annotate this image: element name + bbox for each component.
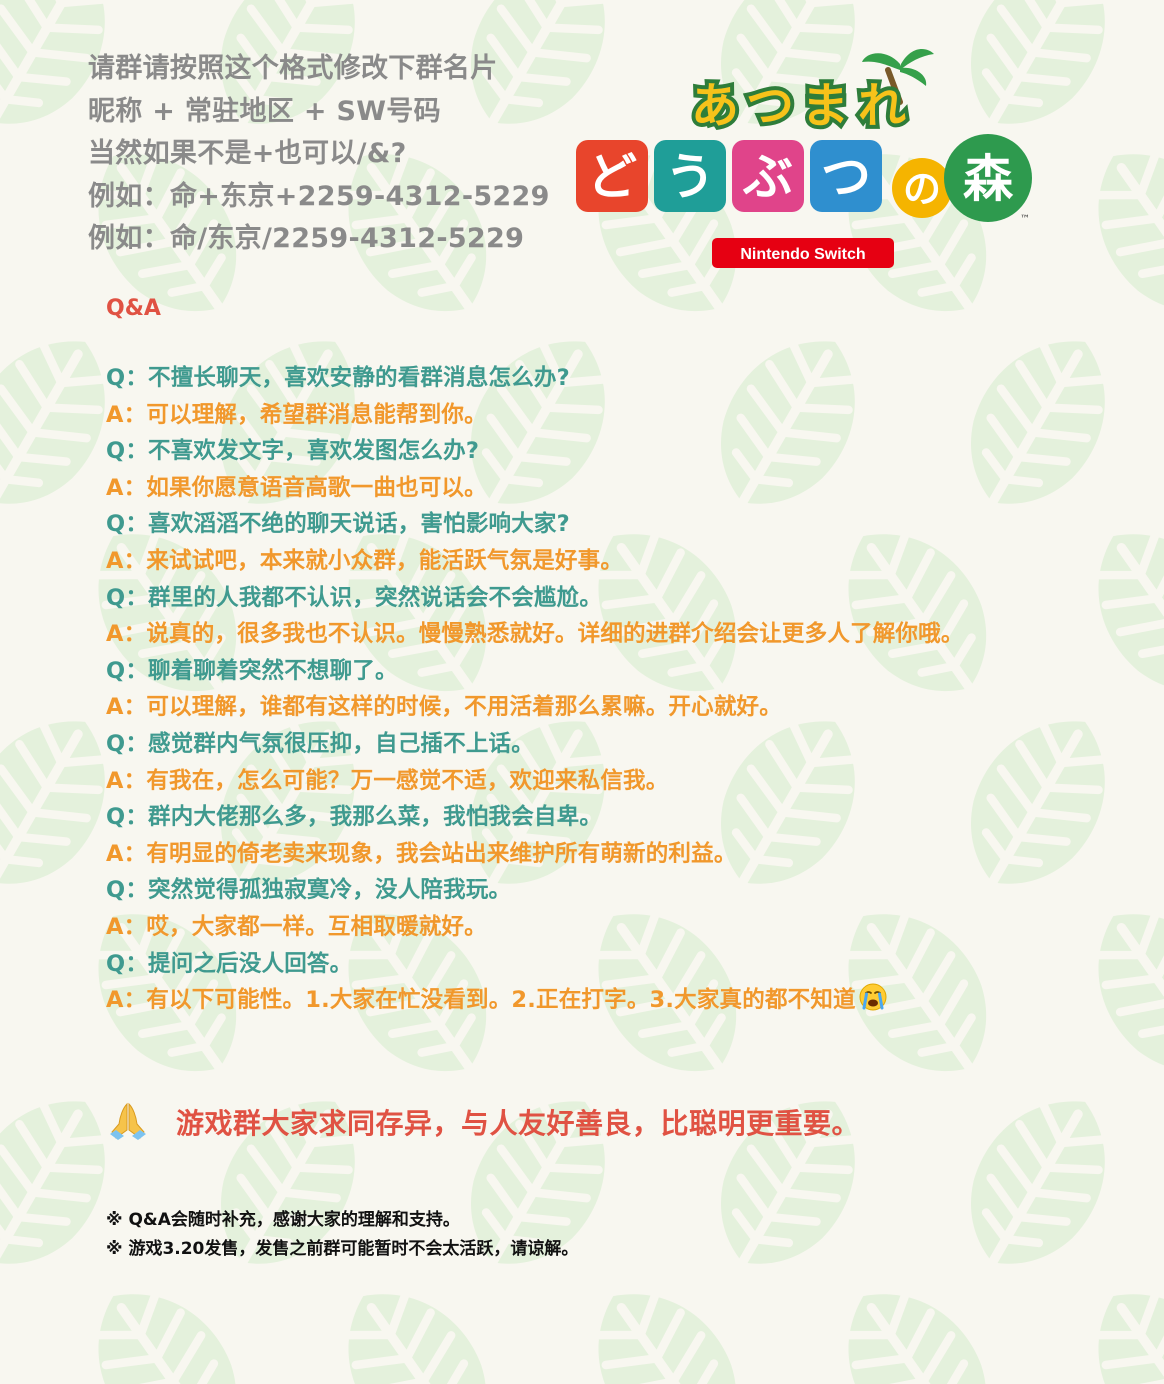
qa-answer: A：来试试吧，本来就小众群，能活跃气氛是好事。 [106, 543, 1146, 580]
logo-char-no: の [903, 167, 941, 211]
qa-prefix: A： [106, 987, 147, 1014]
logo-char-re: れ [858, 78, 906, 134]
qa-list: Q：不擅长聊天，喜欢安静的看群消息怎么办? A：可以理解，希望群消息能帮到你。 … [106, 360, 1146, 1019]
qa-prefix: Q： [106, 584, 149, 611]
qa-text: 突然觉得孤独寂寞冷，没人陪我玩。 [148, 877, 512, 904]
qa-question: Q：聊着聊着突然不想聊了。 [106, 653, 1146, 690]
qa-text: 如果你愿意语音高歌一曲也可以。 [146, 474, 487, 501]
trademark-symbol: ™ [1020, 214, 1030, 225]
logo-char-tsu2: つ [821, 148, 871, 206]
motto-text: 游戏群大家求同存异，与人友好善良，比聪明更重要。 [176, 1107, 861, 1140]
qa-prefix: Q： [106, 511, 149, 538]
logo-char-bu: ぶ [742, 148, 793, 206]
qa-text: 来试试吧，本来就小众群，能活跃气氛是好事。 [146, 547, 624, 574]
qa-prefix: A： [106, 913, 147, 940]
qa-text: 聊着聊着突然不想聊了。 [148, 657, 398, 684]
qa-text: 有明显的倚老卖来现象，我会站出来维护所有萌新的利益。 [146, 840, 737, 867]
qa-prefix: Q： [106, 950, 149, 977]
qa-answer: A：有我在，怎么可能？万一感觉不适，欢迎来私信我。 [106, 763, 1146, 800]
qa-text: 不擅长聊天，喜欢安静的看群消息怎么办? [148, 365, 570, 391]
crying-face-icon [859, 983, 887, 1011]
qa-text: 可以理解，希望群消息能帮到你。 [146, 401, 487, 428]
qa-text: 提问之后没人回答。 [148, 950, 353, 977]
instruction-line-2: 昵称 + 常驻地区 + SW号码 [88, 95, 441, 127]
logo-char-tsu: つ [746, 78, 794, 134]
qa-text: 有以下可能性。1.大家在忙没看到。2.正在打字。3.大家真的都不知道 [146, 987, 856, 1014]
logo-char-u: う [665, 148, 715, 206]
qa-prefix: Q： [106, 657, 149, 684]
qa-prefix: Q： [106, 438, 149, 465]
animal-crossing-logo: あ つ ま れ ど う ぶ つ の 森 ™ Nintendo S [570, 40, 1040, 276]
footnote-1: ※ Q&A会随时补充，感谢大家的理解和支持。 [106, 1210, 460, 1230]
qa-prefix: Q： [106, 804, 149, 831]
qa-prefix: A： [106, 547, 147, 574]
qa-question: Q：群内大佬那么多，我那么菜，我怕我会自卑。 [106, 799, 1146, 836]
qa-question: Q：提问之后没人回答。 [106, 946, 1146, 983]
group-card-instructions: 请群请按照这个格式修改下群名片 昵称 + 常驻地区 + SW号码 当然如果不是+… [88, 48, 550, 261]
qa-question: Q：感觉群内气氛很压抑，自己插不上话。 [106, 726, 1146, 763]
example-line-1: 例如：命+东京+2259-4312-5229 [88, 180, 550, 212]
group-motto: 游戏群大家求同存异，与人友好善良，比聪明更重要。 [106, 1100, 860, 1144]
qa-prefix: Q： [106, 877, 149, 904]
qa-answer: A：说真的，很多我也不认识。慢慢熟悉就好。详细的进群介绍会让更多人了解你哦。 [106, 616, 1146, 653]
qa-text: 群内大佬那么多，我那么菜，我怕我会自卑。 [148, 804, 603, 831]
qa-question: Q：喜欢滔滔不绝的聊天说话，害怕影响大家? [106, 506, 1146, 543]
qa-text: 说真的，很多我也不认识。慢慢熟悉就好。详细的进群介绍会让更多人了解你哦。 [146, 621, 964, 648]
qa-answer: A：可以理解，希望群消息能帮到你。 [106, 397, 1146, 434]
palm-tree-icon [862, 49, 934, 105]
qa-answer: A：可以理解，谁都有这样的时候，不用活着那么累嘛。开心就好。 [106, 689, 1146, 726]
praying-hands-icon [110, 1102, 146, 1140]
qa-answer: A：有明显的倚老卖来现象，我会站出来维护所有萌新的利益。 [106, 836, 1146, 873]
qa-prefix: Q： [106, 365, 149, 391]
qa-question: Q：不擅长聊天，喜欢安静的看群消息怎么办? [106, 360, 1146, 397]
logo-char-ma: ま [801, 78, 849, 134]
qa-text: 哎，大家都一样。互相取暖就好。 [146, 913, 487, 940]
qa-prefix: Q： [106, 730, 149, 757]
logo-char-mori: 森 [963, 150, 1014, 208]
nintendo-switch-badge: Nintendo Switch [740, 246, 865, 263]
logo-char-a: あ [691, 78, 739, 134]
instruction-line-3: 当然如果不是+也可以/&? [88, 138, 407, 169]
qa-prefix: A： [106, 694, 147, 721]
qa-prefix: A： [106, 401, 147, 428]
qa-text: 有我在，怎么可能？万一感觉不适，欢迎来私信我。 [146, 767, 669, 794]
qa-title: Q&A [106, 296, 161, 321]
footnote-2: ※ 游戏3.20发售，发售之前群可能暂时不会太活跃，请谅解。 [106, 1239, 579, 1259]
qa-prefix: A： [106, 840, 147, 867]
qa-answer: A：有以下可能性。1.大家在忙没看到。2.正在打字。3.大家真的都不知道 [106, 982, 1146, 1019]
qa-prefix: A： [106, 474, 147, 501]
qa-question: Q：不喜欢发文字，喜欢发图怎么办? [106, 433, 1146, 470]
qa-question: Q：群里的人我都不认识，突然说话会不会尴尬。 [106, 580, 1146, 617]
footnotes: ※ Q&A会随时补充，感谢大家的理解和支持。 ※ 游戏3.20发售，发售之前群可… [106, 1206, 578, 1264]
instruction-line-1: 请群请按照这个格式修改下群名片 [88, 53, 498, 84]
qa-prefix: A： [106, 621, 147, 648]
qa-text: 群里的人我都不认识，突然说话会不会尴尬。 [148, 584, 603, 611]
qa-text: 喜欢滔滔不绝的聊天说话，害怕影响大家? [148, 511, 570, 538]
qa-answer: A：如果你愿意语音高歌一曲也可以。 [106, 470, 1146, 507]
qa-prefix: A： [106, 767, 147, 794]
example-line-2: 例如：命/东京/2259-4312-5229 [88, 223, 525, 254]
qa-text: 可以理解，谁都有这样的时候，不用活着那么累嘛。开心就好。 [146, 694, 782, 721]
qa-answer: A：哎，大家都一样。互相取暖就好。 [106, 909, 1146, 946]
qa-text: 不喜欢发文字，喜欢发图怎么办? [148, 438, 480, 465]
qa-text: 感觉群内气氛很压抑，自己插不上话。 [148, 730, 534, 757]
logo-char-do: ど [587, 148, 637, 206]
qa-question: Q：突然觉得孤独寂寞冷，没人陪我玩。 [106, 872, 1146, 909]
